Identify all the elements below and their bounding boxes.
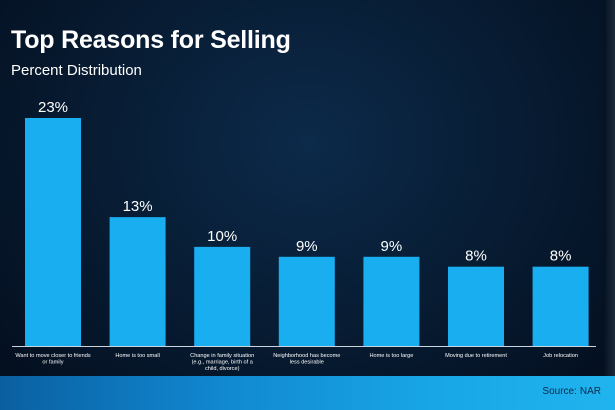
bar-1 bbox=[25, 118, 81, 346]
bar-3 bbox=[194, 246, 251, 346]
bar-2 bbox=[109, 217, 166, 346]
bar-7 bbox=[532, 266, 589, 346]
chart-title: Top Reasons for Selling bbox=[11, 26, 291, 54]
category-label-2: Home is too small bbox=[115, 353, 159, 359]
bar-value-label-3: 10% bbox=[207, 228, 237, 245]
bar-value-label-4: 9% bbox=[296, 238, 318, 255]
right-edge-strip bbox=[603, 0, 615, 376]
bar-5 bbox=[363, 256, 420, 346]
bar-value-label-7: 8% bbox=[550, 248, 572, 265]
category-label-5: Home is too large bbox=[369, 353, 413, 359]
bar-chart: 23% Want to move closer to friends or fami… bbox=[12, 99, 596, 372]
bar-value-label-6: 8% bbox=[465, 248, 487, 265]
source-label: Source: bbox=[542, 386, 577, 397]
bar-4 bbox=[278, 256, 335, 346]
bar-value-label-2: 13% bbox=[123, 198, 153, 215]
bar-value-label-5: 9% bbox=[381, 238, 403, 255]
category-label-1: Want to move closer to friends or family bbox=[15, 353, 91, 366]
bottom-band bbox=[0, 376, 615, 410]
chart-subtitle: Percent Distribution bbox=[11, 62, 142, 79]
bar-value-label-1: 23% bbox=[38, 99, 68, 116]
bar-6 bbox=[448, 266, 504, 346]
category-label-4: Neighborhood has become less desirable bbox=[273, 353, 340, 366]
source-note: Source: NAR bbox=[539, 386, 601, 397]
category-label-3: Change in family situation (e.g., marriag… bbox=[190, 353, 254, 372]
source-value: NAR bbox=[579, 386, 601, 397]
category-label-6: Moving due to retirement bbox=[445, 353, 507, 359]
category-label-7: Job relocation bbox=[543, 353, 578, 359]
